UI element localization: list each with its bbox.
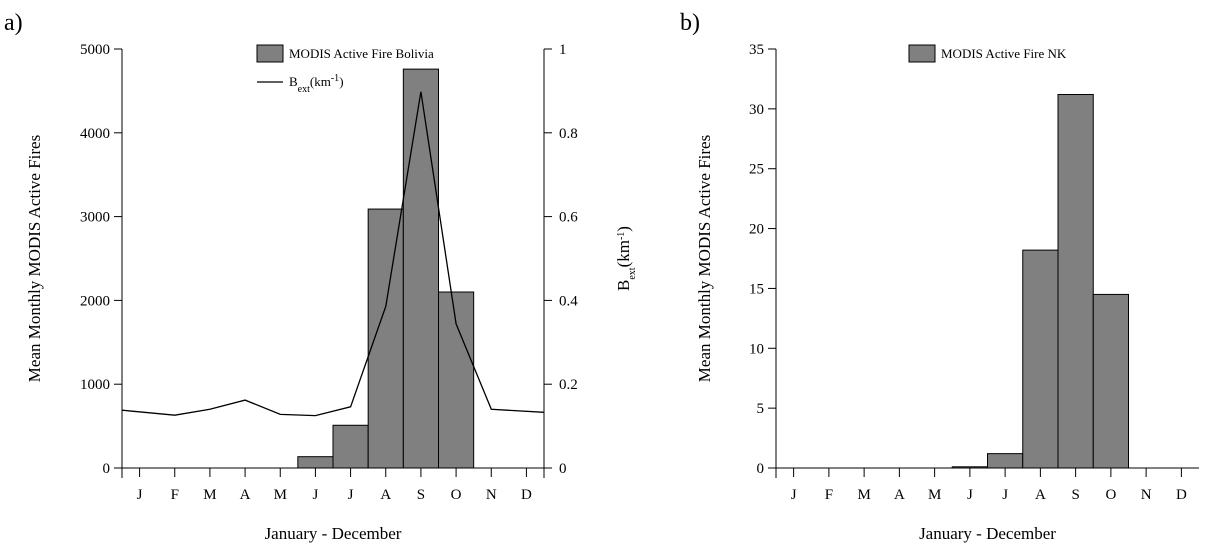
panel-label: b) [680,10,700,36]
bar-8 [367,208,404,469]
legend-label-line: Bext(km-1) [289,73,344,95]
x-tick-label: J [791,487,797,503]
bar-9 [402,68,440,469]
y-right-tick-label: 0.8 [559,126,578,142]
x-tick-label: S [1071,487,1079,503]
bext-line [121,91,545,417]
y-axis-title: Mean Monthly MODIS Active Fires [695,135,714,382]
y-tick-label: 35 [749,42,764,58]
x-tick-label: M [857,487,870,503]
x-tick-label: A [380,487,391,503]
x-tick-label: M [274,487,287,503]
x-tick-label: N [1141,487,1152,503]
y-right-tick-label: 0.6 [559,210,578,226]
x-tick-label: A [894,487,905,503]
x-tick-label: O [1105,487,1116,503]
x-tick-label: J [1002,487,1008,503]
legend-swatch-bar [256,44,284,63]
chart-panel-b: b) 0 5 10 15 20 25 30 35 J F M A M J J A S O N D January - De… [680,10,1199,543]
y-tick-label: 0 [757,461,765,477]
y-right-tick-label: 0.4 [559,293,578,309]
bar-8 [1022,249,1059,469]
y-tick-label: 4000 [80,126,110,142]
x-tick-label: F [825,487,833,503]
x-tick-label: A [1035,487,1046,503]
x-tick-label: F [171,487,179,503]
y-tick-label: 5 [757,401,765,417]
y-right-tick-label: 1 [559,42,567,58]
legend-swatch-bar [908,44,936,63]
y-axis-title: Mean Monthly MODIS Active Fires [25,135,44,382]
legend-label-bar: MODIS Active Fire Bolivia [289,46,434,61]
bar-10 [438,291,475,469]
y-tick-label: 10 [749,341,764,357]
x-tick-label: J [137,487,143,503]
x-tick-label: M [928,487,941,503]
x-tick-label: A [240,487,251,503]
chart-panel-a: a) 0 1000 2000 3000 4000 5000 0 0.2 0.4 0.6 0.8 1 Bex… [4,10,638,543]
y-tick-label: 0 [103,461,111,477]
x-tick-label: J [348,487,354,503]
x-tick-label: O [451,487,462,503]
x-axis-title: January - December [265,524,402,543]
bar-9 [1057,93,1094,469]
bar-6 [297,456,334,469]
bar-7 [987,453,1024,469]
y-tick-label: 2000 [80,293,110,309]
panel-label: a) [4,10,23,36]
x-tick-label: J [312,487,318,503]
y-right-tick-label: 0 [559,461,567,477]
x-axis-title: January - December [919,524,1056,543]
y-tick-label: 25 [749,162,764,178]
bar-10 [1092,293,1129,469]
x-tick-label: J [967,487,973,503]
y-tick-label: 20 [749,222,764,238]
x-tick-label: D [521,487,532,503]
legend-label-bar: MODIS Active Fire NK [941,46,1067,61]
x-tick-label: S [417,487,425,503]
bar-7 [332,424,369,469]
y-tick-label: 30 [749,102,764,118]
y-tick-label: 5000 [80,42,110,58]
x-tick-label: M [203,487,216,503]
x-tick-label: N [486,487,497,503]
y-right-tick-label: 0.2 [559,377,578,393]
y-tick-label: 15 [749,281,764,297]
y-tick-label: 3000 [80,210,110,226]
y-axis-right-title: Bext(km-1) [614,226,638,291]
y-tick-label: 1000 [80,377,110,393]
x-tick-label: D [1176,487,1187,503]
